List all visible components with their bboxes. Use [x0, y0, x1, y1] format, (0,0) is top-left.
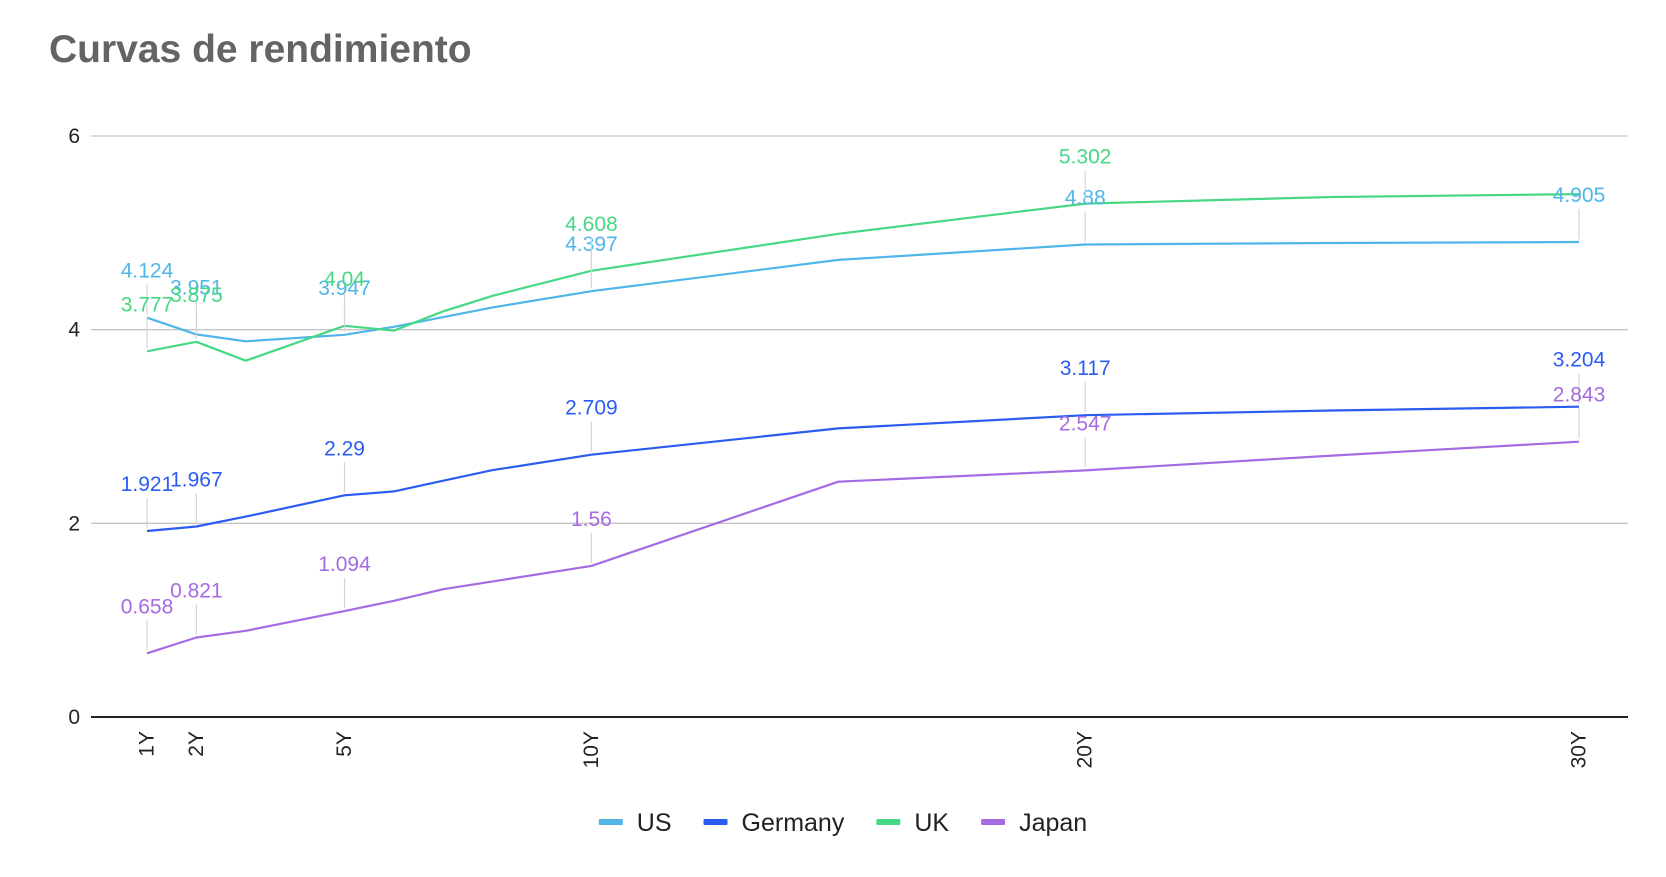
- series-line-japan: [146, 440, 1580, 655]
- y-axis: 0 2 4 6: [68, 125, 80, 729]
- x-tick-label-5Y: 5Y: [333, 731, 356, 757]
- legend-swatch-japan: [981, 819, 1006, 825]
- data-label-japan: 2.547: [1059, 412, 1112, 435]
- data-label-germany: 3.204: [1553, 349, 1606, 372]
- data-label-japan: 0.658: [121, 595, 174, 618]
- data-label-uk: 4.608: [565, 213, 618, 236]
- data-label-uk: 5.302: [1059, 146, 1112, 169]
- data-label-germany: 2.709: [565, 397, 618, 420]
- x-tick-label-2Y: 2Y: [185, 731, 208, 757]
- data-label-japan: 0.821: [170, 579, 223, 602]
- legend-label-uk: UK: [914, 809, 949, 837]
- data-label-germany: 2.29: [324, 437, 365, 460]
- legend-swatch-uk: [876, 819, 901, 825]
- legend-swatch-us: [598, 819, 623, 825]
- data-label-us: 3.951: [170, 276, 223, 299]
- y-tick-label: 0: [68, 706, 80, 729]
- data-label-uk: 3.875: [170, 284, 223, 307]
- legend: US Germany UK Japan: [598, 809, 1087, 837]
- y-tick-label: 2: [68, 512, 80, 535]
- x-tick-label-1Y: 1Y: [136, 731, 159, 757]
- data-label-japan: 1.094: [318, 553, 371, 576]
- grid-layer: [91, 135, 1628, 524]
- series-lines: [146, 193, 1580, 655]
- data-label-japan: 1.56: [571, 508, 612, 531]
- data-label-japan: 2.843: [1553, 384, 1606, 407]
- x-tick-label-30Y: 30Y: [1568, 731, 1591, 768]
- data-label-uk: 3.777: [121, 293, 174, 316]
- series-line-germany: [146, 405, 1580, 533]
- legend-label-germany: Germany: [742, 809, 845, 837]
- y-tick-label: 4: [68, 319, 80, 342]
- data-label-us: 3.947: [318, 277, 371, 300]
- data-label-uk: 4.04: [324, 268, 365, 291]
- legend-label-japan: Japan: [1019, 809, 1087, 837]
- data-label-germany: 1.921: [121, 473, 174, 496]
- x-tick-label-20Y: 20Y: [1074, 731, 1097, 768]
- data-label-us: 4.124: [121, 260, 174, 283]
- legend-swatch-germany: [703, 819, 728, 825]
- series-line-us: [146, 240, 1580, 343]
- x-tick-label-10Y: 10Y: [580, 731, 603, 768]
- data-label-germany: 3.117: [1060, 357, 1111, 380]
- y-tick-label: 6: [68, 125, 80, 148]
- series-line-uk: [146, 193, 1580, 362]
- chart-title: Curvas de rendimiento: [49, 28, 472, 71]
- legend-label-us: US: [637, 809, 672, 837]
- data-label-germany: 1.967: [170, 469, 223, 492]
- x-axis: 1Y 2Y 5Y 10Y 20Y 30Y: [91, 716, 1628, 768]
- data-label-us: 4.905: [1553, 184, 1606, 207]
